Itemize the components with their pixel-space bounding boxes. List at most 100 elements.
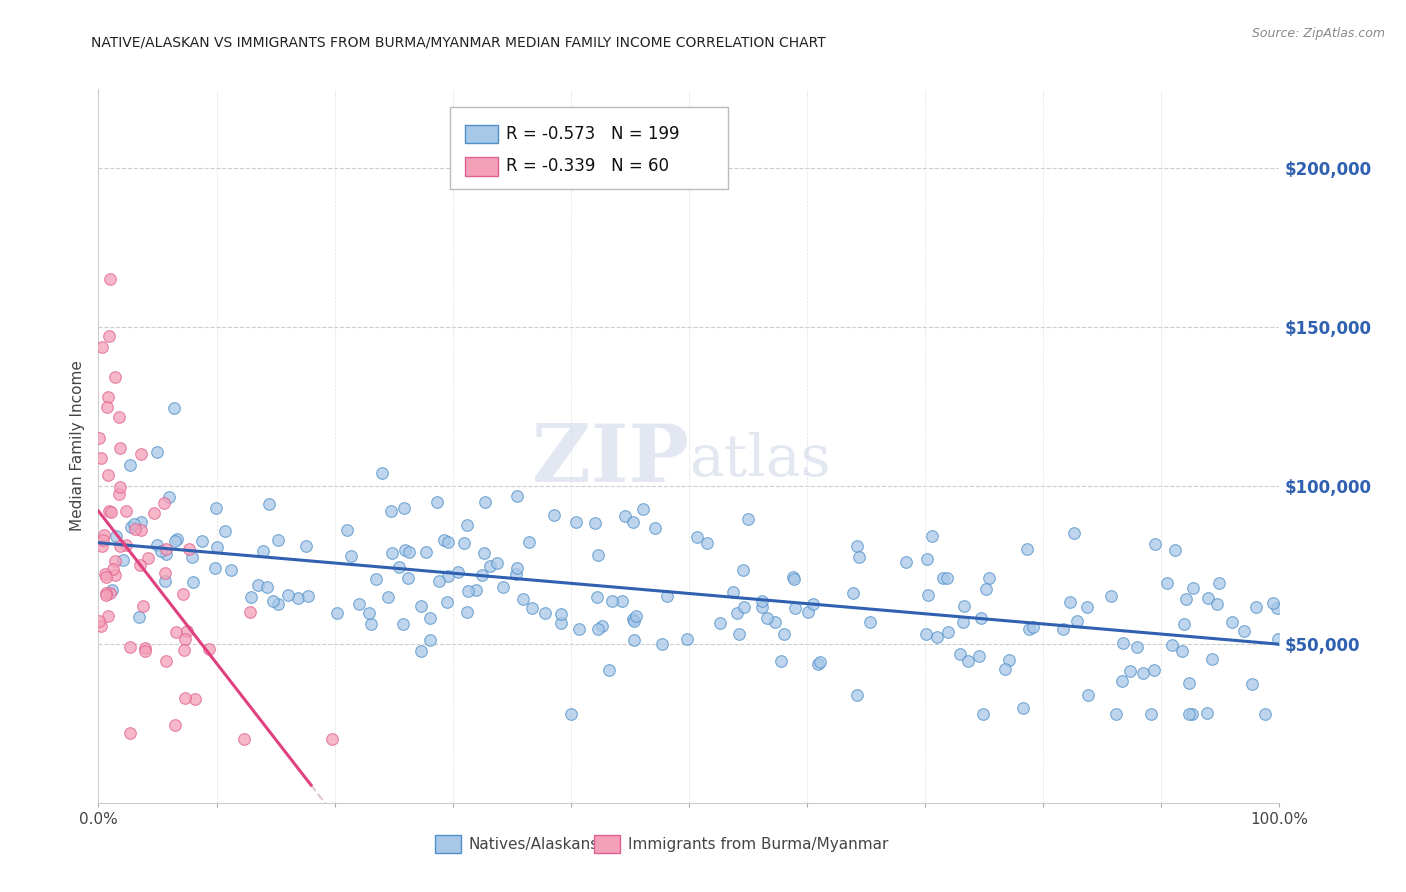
Point [644,521,666,535]
Point [917,551,939,566]
Point [785,601,807,615]
Point [90,619,112,633]
Point [98,586,121,600]
Point [613,508,636,523]
Point [108,410,131,425]
Point [1076,600,1098,615]
Point [114,504,136,518]
Point [198,641,221,656]
Point [142,506,165,520]
Point [321,732,343,747]
Point [183,691,205,706]
Point [427,574,450,588]
Point [626,608,648,623]
Point [1174,591,1197,606]
Point [725,607,748,621]
Point [219,563,242,577]
Point [801,597,824,611]
Point [108,487,131,501]
Point [543,508,565,522]
Point [163,533,186,548]
Point [1012,701,1035,715]
Text: R = -0.573   N = 199: R = -0.573 N = 199 [506,125,679,143]
Point [797,605,820,619]
Point [145,538,167,552]
Point [1018,622,1040,636]
Point [239,606,262,620]
Point [1143,663,1166,677]
Point [166,532,188,546]
Point [845,539,868,553]
Point [388,560,411,574]
Point [783,572,806,586]
Point [770,654,793,668]
Point [998,653,1021,667]
Point [101,562,124,576]
Point [956,654,979,668]
Point [457,583,479,598]
Point [1197,591,1219,605]
Point [110,480,132,494]
Point [1022,620,1045,634]
Point [120,726,142,740]
Point [568,622,591,636]
Point [87,614,110,628]
Point [259,497,281,511]
Point [90,340,112,354]
FancyBboxPatch shape [464,157,498,176]
Point [174,632,197,646]
Point [932,570,955,584]
Point [1063,526,1085,541]
Point [173,643,195,657]
Point [118,640,141,655]
Point [1267,601,1289,615]
Point [491,581,513,595]
Point [129,515,152,529]
Point [87,432,110,446]
Point [357,606,380,620]
Point [506,489,529,503]
Point [1244,600,1267,615]
Point [100,505,122,519]
FancyBboxPatch shape [434,835,461,853]
Text: NATIVE/ALASKAN VS IMMIGRANTS FROM BURMA/MYANMAR MEDIAN FAMILY INCOME CORRELATION: NATIVE/ALASKAN VS IMMIGRANTS FROM BURMA/… [91,36,827,50]
Point [419,611,441,625]
Point [1170,643,1192,657]
Point [505,567,527,582]
Point [124,522,146,536]
Point [623,633,645,648]
Point [204,561,226,575]
Point [138,551,160,566]
Point [153,566,176,580]
Point [1077,688,1099,702]
Point [925,630,948,644]
Point [1119,665,1142,679]
Point [550,607,572,621]
Point [1059,595,1081,609]
Point [205,541,228,555]
Point [464,583,486,598]
Point [737,512,759,526]
Point [731,563,754,577]
Point [436,595,458,609]
Point [848,550,870,565]
Point [447,566,470,580]
Point [1161,639,1184,653]
Point [1181,706,1204,721]
Point [936,571,959,585]
Text: R = -0.339   N = 60: R = -0.339 N = 60 [506,157,669,175]
Point [381,546,404,560]
Point [360,617,382,632]
Point [98,272,121,286]
Point [506,561,529,575]
Point [262,594,284,608]
Point [287,591,309,606]
Point [93,527,115,541]
Point [967,648,990,663]
Point [763,615,786,629]
Point [415,545,437,559]
Point [157,490,180,504]
Point [610,594,633,608]
Text: Source: ZipAtlas.com: Source: ZipAtlas.com [1251,27,1385,40]
Point [437,569,460,583]
